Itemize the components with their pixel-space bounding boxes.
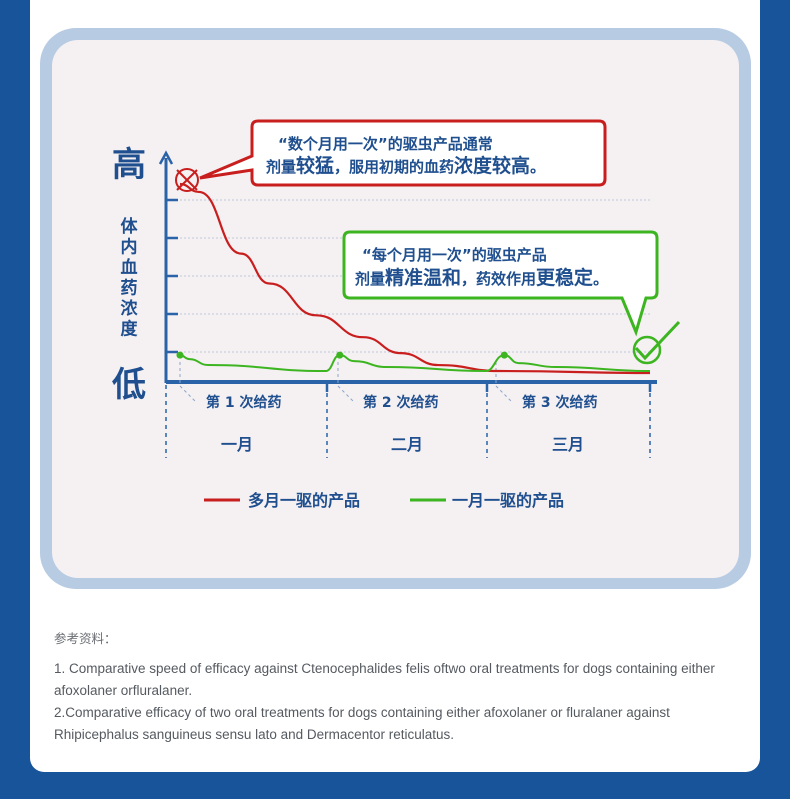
reference-item-1: 1. Comparative speed of efficacy against… bbox=[54, 661, 715, 698]
dose-pointers bbox=[179, 362, 513, 403]
y-axis-title-char: 血 bbox=[121, 257, 138, 278]
red-start-marker-icon bbox=[175, 168, 199, 192]
month-label-2: 二月 bbox=[391, 435, 423, 454]
green-callout: “每个月用一次”的驱虫产品 剂量精准温和，药效作用更稳定。 bbox=[342, 230, 659, 337]
y-axis-title: 体内血药浓度 bbox=[121, 216, 139, 340]
y-axis-title-char: 药 bbox=[121, 278, 138, 299]
dose-point-3 bbox=[500, 351, 508, 359]
y-axis-low-label: 低 bbox=[112, 365, 146, 405]
y-ticks bbox=[166, 198, 178, 354]
references: 参考资料： 1. Comparative speed of efficacy a… bbox=[54, 628, 744, 746]
series-line-0 bbox=[179, 182, 651, 375]
red-callout: “数个月用一次”的驱虫产品通常 剂量较猛，服用初期的血药浓度较高。 bbox=[199, 119, 607, 187]
y-axis-title-char: 内 bbox=[121, 237, 138, 258]
dose-label-3: 第 3 次给药 bbox=[522, 394, 598, 411]
month-label-1: 一月 bbox=[221, 435, 253, 454]
series-line-1 bbox=[179, 354, 651, 373]
y-axis-title-char: 浓 bbox=[121, 299, 139, 319]
green-callout-line2: 剂量精准温和，药效作用更稳定。 bbox=[355, 266, 608, 289]
dose-point-1 bbox=[176, 351, 184, 359]
y-axis-high-label: 高 bbox=[112, 145, 146, 185]
dose-label-1: 第 1 次给药 bbox=[206, 394, 282, 411]
reference-item-2: 2.Comparative efficacy of two oral treat… bbox=[54, 705, 670, 742]
legend-label-green: 一月一驱的产品 bbox=[452, 491, 564, 510]
dose-point-2 bbox=[336, 351, 344, 359]
green-check-marker-icon bbox=[632, 320, 681, 365]
dose-label-2: 第 2 次给药 bbox=[363, 394, 439, 411]
month-divider-ticks bbox=[325, 382, 652, 392]
month-label-3: 三月 bbox=[552, 435, 584, 454]
y-axis-arrow bbox=[158, 150, 174, 165]
red-callout-line2: 剂量较猛，服用初期的血药浓度较高。 bbox=[266, 154, 545, 177]
y-axis-title-char: 体 bbox=[121, 216, 139, 237]
chart-svg: 高 低 体内血药浓度 第 1 次给药 第 2 次给药 第 3 次给药 一月 二月… bbox=[112, 119, 681, 510]
red-callout-line1: “数个月用一次”的驱虫产品通常 bbox=[278, 135, 493, 153]
references-heading: 参考资料： bbox=[54, 632, 117, 646]
series-layer bbox=[176, 182, 651, 375]
green-callout-line1: “每个月用一次”的驱虫产品 bbox=[362, 246, 547, 264]
legend-label-red: 多月一驱的产品 bbox=[248, 491, 360, 510]
y-axis-title-char: 度 bbox=[121, 319, 139, 340]
legend: 多月一驱的产品 一月一驱的产品 bbox=[204, 491, 564, 510]
